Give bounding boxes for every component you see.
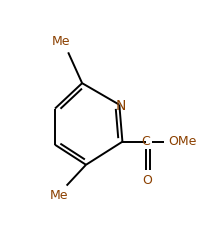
- Text: N: N: [116, 99, 126, 113]
- Text: Me: Me: [50, 189, 68, 202]
- Text: Me: Me: [52, 35, 70, 48]
- Text: O: O: [142, 174, 152, 187]
- Text: OMe: OMe: [169, 135, 197, 148]
- Text: C: C: [141, 135, 150, 148]
